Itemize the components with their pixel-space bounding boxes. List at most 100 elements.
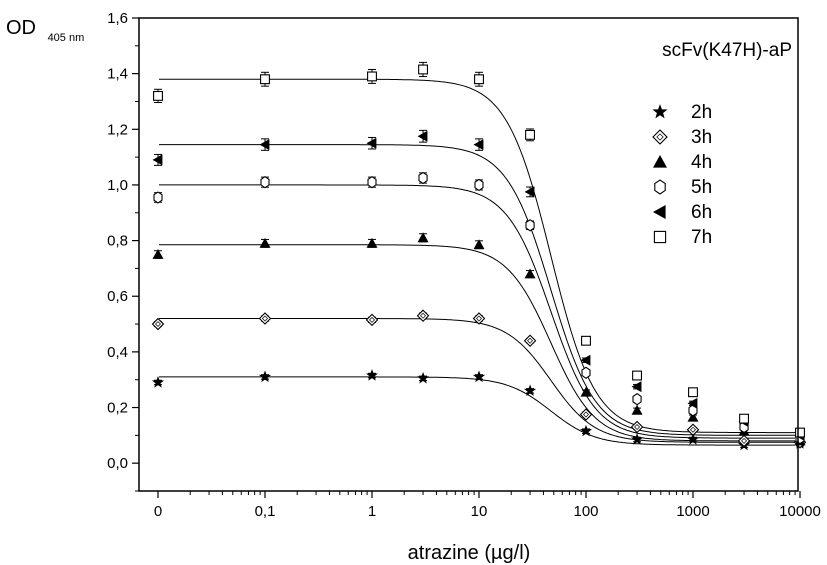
data-point-4h — [524, 268, 536, 279]
legend-marker-4h — [653, 155, 667, 168]
data-point-3h — [258, 312, 272, 325]
data-point-2h — [686, 433, 700, 445]
data-point-3h — [151, 317, 165, 331]
x-tick-label: 1000 — [676, 503, 709, 520]
legend: 2h 3h 4h 5h 6h 7h — [652, 102, 712, 248]
data-point-2h — [579, 424, 593, 437]
data-point-7h — [525, 129, 536, 140]
x-tick-label: 0 — [154, 503, 162, 520]
y-axis-label-main: OD — [6, 17, 36, 39]
data-point-4h — [580, 386, 592, 397]
legend-label: 7h — [691, 227, 712, 248]
data-point-6h — [473, 139, 484, 151]
data-point-7h — [688, 387, 698, 398]
data-point-5h — [367, 176, 377, 189]
data-point-7h — [153, 90, 163, 101]
y-tick-label: 0,6 — [107, 288, 128, 305]
legend-item-2h: 2h — [652, 102, 712, 123]
fit-curve-4h — [159, 244, 795, 442]
legend-marker-7h — [653, 230, 667, 244]
legend-marker-3h — [652, 129, 668, 145]
data-point-3h — [472, 312, 486, 325]
data-point-3h — [737, 434, 751, 448]
data-point-4h — [631, 404, 643, 415]
data-point-7h — [418, 64, 429, 75]
data-point-2h — [523, 384, 537, 397]
x-axis-label: atrazine (µg/l) — [408, 542, 531, 564]
data-point-7h — [739, 413, 750, 424]
data-point-6h — [687, 397, 698, 409]
data-point-7h — [795, 427, 805, 438]
data-point-2h — [151, 376, 165, 388]
data-point-5h — [474, 178, 484, 192]
data-point-6h — [366, 137, 377, 149]
data-point-6h — [580, 354, 591, 366]
data-point-6h — [631, 381, 642, 393]
y-tick-label: 1,6 — [107, 10, 128, 27]
data-point-7h — [632, 370, 643, 381]
data-point-7h — [474, 74, 484, 85]
y-tick-label: 0,2 — [107, 400, 128, 417]
data-point-2h — [258, 370, 272, 383]
data-point-5h — [153, 191, 163, 204]
y-tick-label: 1,0 — [107, 177, 128, 194]
data-point-2h — [416, 371, 430, 384]
data-point-5h — [525, 219, 535, 232]
data-point-3h — [630, 420, 644, 434]
legend-label: 3h — [691, 127, 712, 148]
data-point-7h — [260, 74, 270, 85]
data-point-6h — [152, 154, 163, 166]
data-point-5h — [632, 393, 642, 406]
data-point-6h — [417, 130, 428, 142]
data-point-7h — [367, 71, 377, 82]
y-tick-label: 1,4 — [107, 66, 128, 83]
y-tick-label: 0,0 — [107, 455, 128, 472]
y-axis-label-subscript: 405 nm — [48, 32, 85, 44]
y-tick-label: 1,2 — [107, 121, 128, 138]
y-tick-label: 0,8 — [107, 233, 128, 250]
x-tick-label: 10 — [471, 503, 488, 520]
data-point-5h — [418, 171, 428, 185]
chart-title: scFv(K47H)-aP — [662, 40, 792, 61]
data-point-4h — [259, 237, 271, 248]
data-point-3h — [686, 423, 700, 437]
legend-marker-2h — [652, 104, 668, 119]
data-point-2h — [630, 433, 644, 445]
data-point-4h — [687, 411, 699, 422]
data-point-3h — [579, 408, 593, 421]
y-tick-label: 0,4 — [107, 344, 128, 361]
legend-item-4h: 4h — [653, 152, 712, 173]
data-point-6h — [259, 139, 270, 151]
data-point-3h — [523, 334, 537, 348]
legend-item-6h: 6h — [653, 202, 712, 223]
plot-frame — [138, 17, 799, 492]
data-point-6h — [524, 186, 535, 198]
data-point-4h — [152, 249, 164, 259]
data-point-3h — [365, 313, 379, 327]
data-point-3h — [416, 309, 430, 322]
legend-marker-5h — [654, 179, 666, 195]
x-tick-label: 1 — [368, 503, 376, 520]
legend-label: 5h — [691, 177, 712, 198]
x-tick-label: 100 — [573, 503, 598, 520]
data-markers-layer — [151, 64, 807, 451]
y-axis-label: OD 405 nm — [6, 17, 84, 44]
data-point-7h — [581, 335, 591, 346]
data-point-5h — [260, 176, 270, 189]
legend-item-5h: 5h — [654, 177, 712, 198]
data-point-5h — [581, 366, 591, 379]
x-axis-ticks: 0 0,1 1 10 100 1000 10000 — [154, 491, 821, 520]
legend-marker-6h — [653, 205, 666, 219]
data-point-4h — [417, 232, 429, 243]
data-point-4h — [366, 237, 378, 248]
data-point-2h — [365, 369, 379, 381]
data-point-4h — [473, 239, 485, 250]
legend-label: 2h — [691, 102, 712, 123]
legend-label: 4h — [691, 152, 712, 173]
x-tick-label: 0,1 — [255, 503, 276, 520]
y-axis-ticks: 0,0 0,2 0,4 0,6 0,8 1,0 1,2 1,4 1,6 — [107, 10, 139, 492]
legend-item-3h: 3h — [652, 127, 712, 148]
legend-label: 6h — [691, 202, 712, 223]
data-point-2h — [472, 370, 486, 383]
